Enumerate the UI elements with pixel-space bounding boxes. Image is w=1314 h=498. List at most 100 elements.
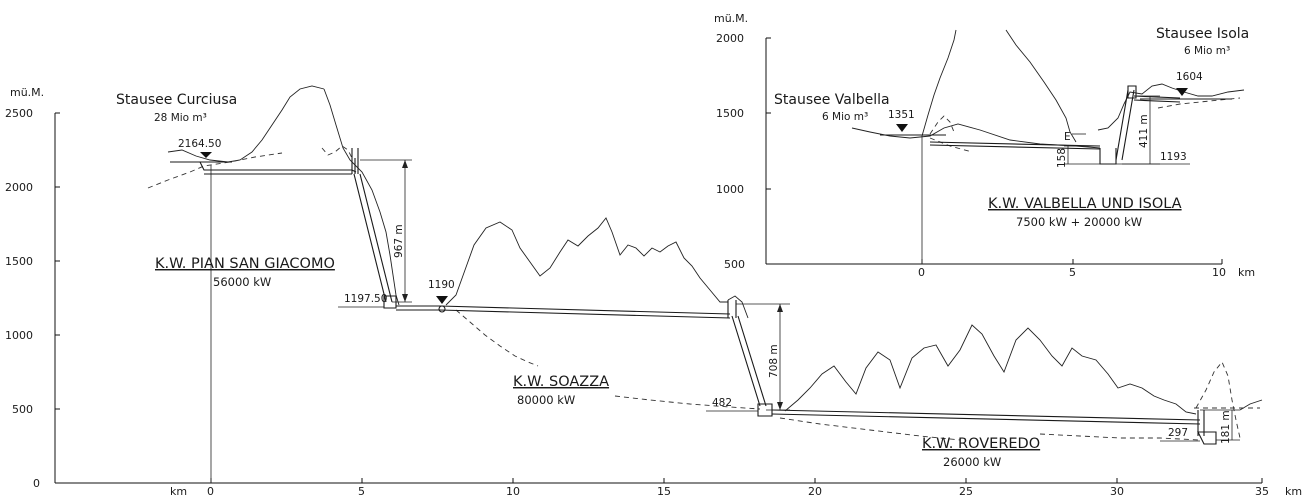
curciusa-intake — [199, 161, 357, 173]
soazza-intake-label: 1190 — [428, 279, 455, 291]
inset-x-unit: km — [1238, 266, 1255, 279]
valbella-isola-tail-label: 1193 — [1160, 151, 1187, 163]
lower-valley-floor — [614, 395, 761, 410]
curciusa-bedrock — [147, 152, 283, 189]
pian-san-giacomo-penstock — [353, 173, 393, 303]
head-181-label: 181 m — [1220, 410, 1232, 444]
soazza-intake-marker — [436, 296, 448, 304]
soazza-powerhouse — [757, 403, 773, 417]
isola-level-marker — [1176, 88, 1188, 96]
isola-level-label: 1604 — [1176, 71, 1203, 83]
labels: Stausee Curciusa 28 Mio m³ K.W. PIAN SAN… — [116, 92, 1040, 469]
valbella-name: Stausee Valbella — [774, 92, 890, 108]
isola-surge-tank — [1127, 85, 1137, 99]
curciusa-surge-tank — [351, 148, 359, 174]
valbella-isola-power: 7500 kW + 20000 kW — [1016, 215, 1142, 229]
isola-basin — [1097, 83, 1245, 131]
inset-y-unit: mü.M. — [714, 12, 748, 25]
head-708-arrow-bottom — [777, 402, 783, 410]
valbella-isola-plant-name: K.W. VALBELLA UND ISOLA — [988, 196, 1182, 212]
y-tick-1000: 1000 — [5, 329, 33, 342]
terrain-profile — [147, 85, 1263, 441]
valbella-ridge — [921, 29, 957, 137]
soazza-headrace-tunnel — [396, 305, 731, 319]
curciusa-name: Stausee Curciusa — [116, 92, 237, 108]
inset-x-tick-5: 5 — [1069, 266, 1076, 279]
inset-y-tick-2000: 2000 — [716, 32, 744, 45]
head-708-arrow-top — [777, 304, 783, 312]
valbella-level-label: 1351 — [888, 109, 915, 121]
pian-tail-level-label: 1197.50 — [344, 293, 387, 305]
inset-y-tick-500: 500 — [724, 258, 745, 271]
valbella-level-marker — [896, 124, 908, 132]
valbella-volume: 6 Mio m³ — [822, 111, 868, 123]
dimensions: 967 m 708 m 181 m — [360, 159, 1240, 444]
isola-ridge-left — [1005, 29, 1077, 143]
upper-slope-dash — [321, 145, 353, 159]
dim-158-label: 158 — [1056, 148, 1068, 168]
roveredo-tail-level-label: 297 — [1168, 427, 1188, 439]
isola-penstock — [1115, 89, 1135, 161]
valbella-terrain — [851, 123, 1101, 149]
head-967-arrow-top — [402, 160, 408, 168]
valbella-surge-mark: E — [1064, 131, 1071, 143]
pian-san-giacomo-name: K.W. PIAN SAN GIACOMO — [155, 256, 335, 272]
soazza-intake-weir — [438, 305, 446, 313]
x-tick-30: 30 — [1110, 485, 1124, 498]
y-tick-2000: 2000 — [5, 181, 33, 194]
x-tick-15: 15 — [657, 485, 671, 498]
soazza-penstock — [731, 315, 767, 407]
curciusa-basin-terrain — [167, 85, 325, 163]
soazza-valley-floor — [455, 309, 539, 367]
inset-valbella-isola: mü.M. 2000 1500 1000 500 0 5 10 km 1351 … — [714, 12, 1255, 279]
x-tick-0: 0 — [207, 485, 214, 498]
valbella-powerhouse — [1099, 148, 1117, 165]
curciusa-level-marker — [200, 152, 212, 158]
y-tick-500: 500 — [12, 403, 33, 416]
curciusa-volume: 28 Mio m³ — [154, 112, 207, 124]
outlet-terrain — [1239, 399, 1263, 411]
soazza-tail-level-label: 482 — [712, 397, 732, 409]
isola-name: Stausee Isola — [1156, 26, 1249, 42]
soazza-power: 80000 kW — [517, 393, 575, 407]
inset-x-tick-0: 0 — [918, 266, 925, 279]
x-unit-left: km — [170, 485, 187, 498]
pian-san-giacomo-power: 56000 kW — [213, 275, 271, 289]
x-tick-25: 25 — [959, 485, 973, 498]
curciusa-level-label: 2164.50 — [178, 138, 221, 150]
inset-y-tick-1500: 1500 — [716, 107, 744, 120]
valbella-dam-dash — [929, 115, 955, 135]
isola-volume: 6 Mio m³ — [1184, 45, 1230, 57]
y-tick-1500: 1500 — [5, 255, 33, 268]
head-967-arrow-bottom — [402, 294, 408, 302]
main-axes: mü.M. 2500 2000 1500 1000 500 0 km 0 5 1… — [5, 86, 1302, 498]
x-tick-10: 10 — [506, 485, 520, 498]
inset-x-tick-10: 10 — [1212, 266, 1226, 279]
roveredo-ridge — [784, 324, 1197, 415]
x-tick-5: 5 — [358, 485, 365, 498]
head-967-label: 967 m — [393, 224, 405, 258]
head-708-label: 708 m — [768, 344, 780, 378]
y-tick-2500: 2500 — [5, 107, 33, 120]
dim-411-label: 411 m — [1138, 114, 1150, 148]
mesocco-ridge — [445, 217, 728, 306]
conduits — [199, 148, 1217, 445]
soazza-name: K.W. SOAZZA — [513, 374, 609, 390]
x-tick-35: 35 — [1255, 485, 1269, 498]
y-tick-0: 0 — [33, 477, 40, 490]
roveredo-headrace-tunnel — [771, 409, 1201, 425]
outlet-hill-dash — [1195, 361, 1241, 439]
roveredo-power: 26000 kW — [943, 455, 1001, 469]
soazza-head-terrain — [727, 295, 749, 319]
main-y-unit: mü.M. — [10, 86, 44, 99]
curciusa-valley-slope — [323, 88, 400, 306]
valbella-tunnel — [929, 141, 1101, 150]
inset-y-tick-1000: 1000 — [716, 183, 744, 196]
roveredo-name: K.W. ROVEREDO — [922, 436, 1040, 452]
elevation-marks: 2164.50 1197.50 1190 482 297 — [170, 138, 1200, 442]
x-tick-20: 20 — [808, 485, 822, 498]
x-unit-right: km — [1285, 485, 1302, 498]
soazza-surge-tank — [727, 300, 737, 318]
roveredo-bed — [779, 417, 961, 441]
